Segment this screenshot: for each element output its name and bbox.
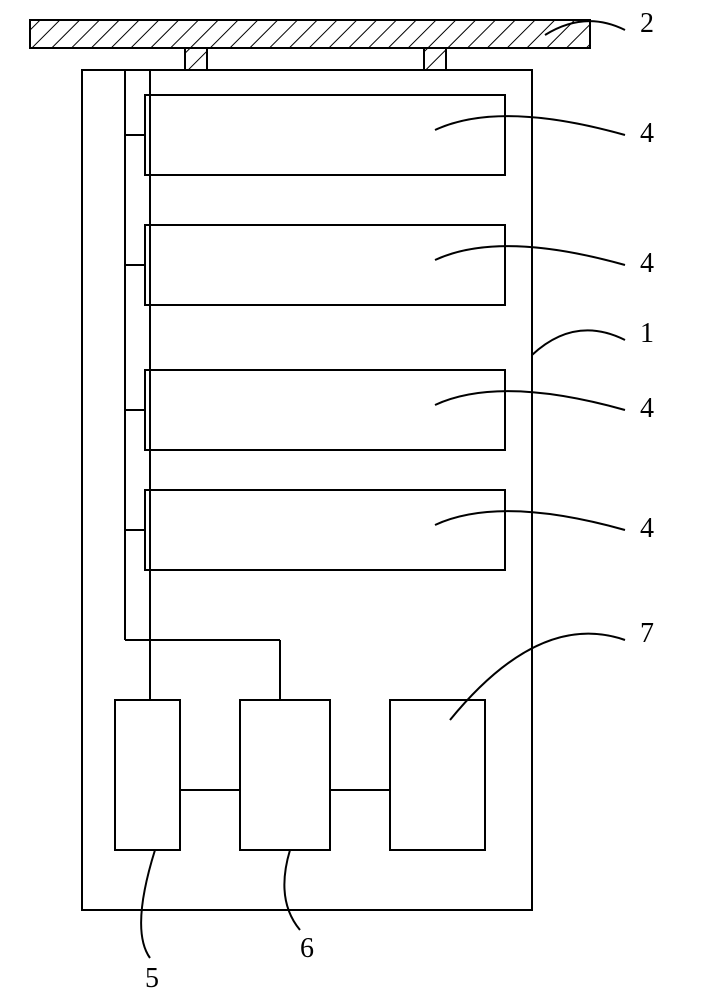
callout-label-1: 1 <box>640 320 654 348</box>
callout-line <box>435 391 625 410</box>
callout-label-4: 4 <box>640 120 654 148</box>
schematic-diagram <box>0 0 706 1000</box>
callout-line <box>450 634 625 720</box>
module-rect <box>145 225 505 305</box>
callout-label-6: 6 <box>300 935 314 963</box>
callout-line <box>284 850 300 930</box>
mount-tab <box>185 48 207 70</box>
callout-line <box>435 511 625 530</box>
mount-tab <box>424 48 446 70</box>
callout-label-4: 4 <box>640 395 654 423</box>
module-rect <box>145 370 505 450</box>
callout-line <box>141 850 155 958</box>
module-rect <box>145 490 505 570</box>
callout-label-7: 7 <box>640 620 654 648</box>
top-bar <box>30 20 590 48</box>
callout-line <box>435 246 625 265</box>
bottom-box <box>115 700 180 850</box>
module-rect <box>145 95 505 175</box>
callout-label-4: 4 <box>640 250 654 278</box>
callout-label-2: 2 <box>640 10 654 38</box>
bottom-box <box>240 700 330 850</box>
callout-line <box>435 116 625 135</box>
callout-label-4: 4 <box>640 515 654 543</box>
bottom-box <box>390 700 485 850</box>
callout-line <box>532 330 625 355</box>
callout-label-5: 5 <box>145 965 159 993</box>
